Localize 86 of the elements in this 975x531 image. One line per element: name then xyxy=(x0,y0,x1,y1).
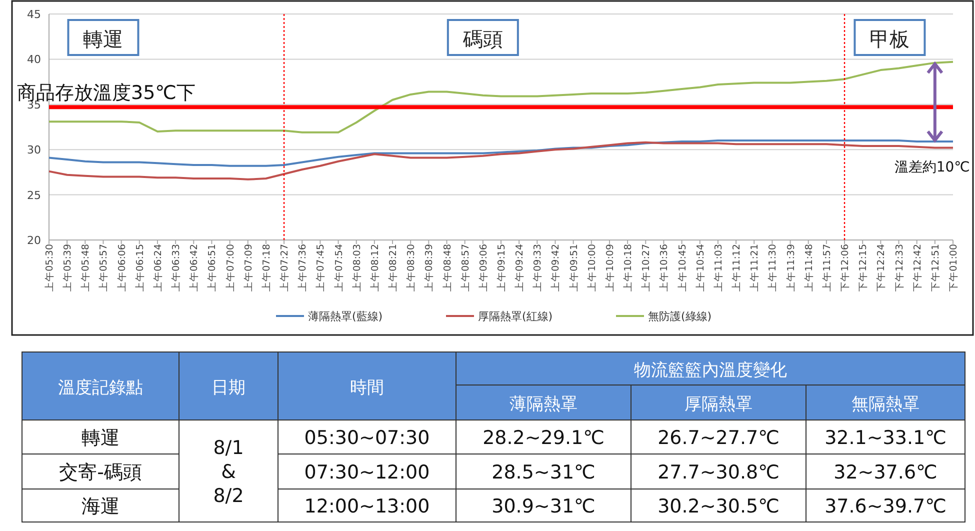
annotation: 溫差約10℃ xyxy=(894,159,970,176)
annotation: 轉運 xyxy=(83,27,124,51)
x-tick-label: 上午06:33 xyxy=(170,244,182,292)
x-tick-label: 下午12:42 xyxy=(911,244,924,292)
x-tick-label: 上午08:30 xyxy=(405,244,418,292)
text: 厚隔熱罩 xyxy=(684,394,752,414)
text: 30.2~30.5℃ xyxy=(658,496,780,518)
x-tick-label: 上午09:15 xyxy=(496,244,508,292)
x-tick-label: 上午11:30 xyxy=(766,244,779,292)
text: 27.7~30.8℃ xyxy=(658,462,780,484)
x-tick-label: 上午07:00 xyxy=(224,244,236,292)
x-tick-label: 上午10:27 xyxy=(640,244,652,292)
y-tick-label: 25 xyxy=(27,188,41,202)
text: 無隔熱罩 xyxy=(852,394,920,414)
text: 海運 xyxy=(82,496,120,518)
x-tick-label: 上午07:45 xyxy=(314,244,327,292)
x-tick-label: 上午09:33 xyxy=(532,244,544,292)
x-tick-label: 上午11:57 xyxy=(820,244,833,292)
x-tick-label: 上午08:48 xyxy=(441,244,454,292)
x-tick-label: 上午07:36 xyxy=(296,244,309,292)
x-tick-label: 上午11:39 xyxy=(784,244,797,292)
x-tick-label: 上午09:42 xyxy=(550,244,562,292)
text: 溫度記錄點 xyxy=(58,378,143,398)
x-tick-label: 上午10:36 xyxy=(658,244,670,292)
x-tick-label: 上午10:45 xyxy=(676,244,688,292)
x-tick-label: 上午08:57 xyxy=(459,244,472,292)
x-tick-label: 下午12:24 xyxy=(875,244,888,292)
x-tick-label: 上午11:12 xyxy=(730,244,743,292)
x-tick-label: 上午06:06 xyxy=(116,244,128,292)
text: 8/1 & 8/2 xyxy=(213,437,244,507)
legend-label: 厚隔熱罩(紅線) xyxy=(478,310,553,323)
text: 37.6~39.7℃ xyxy=(824,496,946,518)
x-tick-label: 上午09:51 xyxy=(568,244,580,292)
x-tick-label: 上午10:18 xyxy=(622,244,634,292)
text: 28.5~31℃ xyxy=(492,462,596,484)
x-tick-label: 上午06:24 xyxy=(152,244,164,292)
x-tick-label: 上午08:12 xyxy=(368,244,381,292)
x-tick-label: 上午09:24 xyxy=(514,244,526,292)
y-tick-label: 40 xyxy=(27,53,41,66)
x-tick-label: 上午06:15 xyxy=(134,244,146,292)
text: 05:30~07:30 xyxy=(304,427,430,449)
y-tick-label: 20 xyxy=(27,234,41,247)
text: 時間 xyxy=(350,378,384,398)
text: 物流籃籃內溫度變化 xyxy=(634,360,787,380)
text: 日期 xyxy=(212,378,246,398)
x-tick-label: 上午08:39 xyxy=(423,244,436,292)
x-tick-label: 上午05:48 xyxy=(80,244,92,292)
x-tick-label: 上午11:48 xyxy=(802,244,815,292)
x-tick-label: 上午10:09 xyxy=(604,244,616,292)
text: 交寄-碼頭 xyxy=(59,462,142,484)
text: 07:30~12:00 xyxy=(304,462,430,484)
text: 薄隔熱罩 xyxy=(510,394,578,414)
annotation: 碼頭 xyxy=(462,27,503,51)
x-tick-label: 上午07:27 xyxy=(278,244,291,292)
x-tick-label: 上午08:03 xyxy=(350,244,363,292)
x-tick-label: 上午07:54 xyxy=(332,244,345,292)
x-tick-label: 上午06:51 xyxy=(206,244,218,292)
x-tick-label: 上午11:03 xyxy=(712,244,724,292)
text: 30.9~31℃ xyxy=(492,496,596,518)
legend-label: 薄隔熱罩(藍線) xyxy=(308,310,383,323)
x-tick-label: 下午12:06 xyxy=(839,244,852,292)
x-tick-label: 上午07:09 xyxy=(242,244,254,292)
x-tick-label: 下午12:15 xyxy=(857,244,870,292)
x-tick-label: 下午12:33 xyxy=(893,244,906,292)
x-tick-label: 上午08:21 xyxy=(387,244,400,292)
x-tick-label: 上午06:42 xyxy=(188,244,200,292)
annotation: 甲板 xyxy=(870,27,910,51)
x-tick-label: 下午01:00 xyxy=(948,244,960,292)
text: 12:00~13:00 xyxy=(304,496,430,518)
text: 32~37.6℃ xyxy=(834,462,938,484)
legend-label: 無防護(綠線) xyxy=(648,310,712,323)
text: 28.2~29.1℃ xyxy=(482,427,604,449)
x-tick-label: 上午11:21 xyxy=(748,244,761,292)
x-tick-label: 上午09:06 xyxy=(477,244,490,292)
text: 32.1~33.1℃ xyxy=(824,427,946,449)
x-tick-label: 上午05:39 xyxy=(62,244,74,292)
x-tick-label: 上午05:30 xyxy=(44,244,56,292)
x-tick-label: 上午10:54 xyxy=(694,244,706,292)
x-tick-label: 上午05:57 xyxy=(98,244,110,292)
x-tick-label: 下午12:51 xyxy=(929,244,942,292)
text: 轉運 xyxy=(82,427,120,449)
text: 26.7~27.7℃ xyxy=(658,427,780,449)
x-tick-label: 上午10:00 xyxy=(586,244,598,292)
y-tick-label: 30 xyxy=(27,144,41,157)
x-tick-label: 上午07:18 xyxy=(260,244,272,292)
y-tick-label: 45 xyxy=(27,8,41,21)
